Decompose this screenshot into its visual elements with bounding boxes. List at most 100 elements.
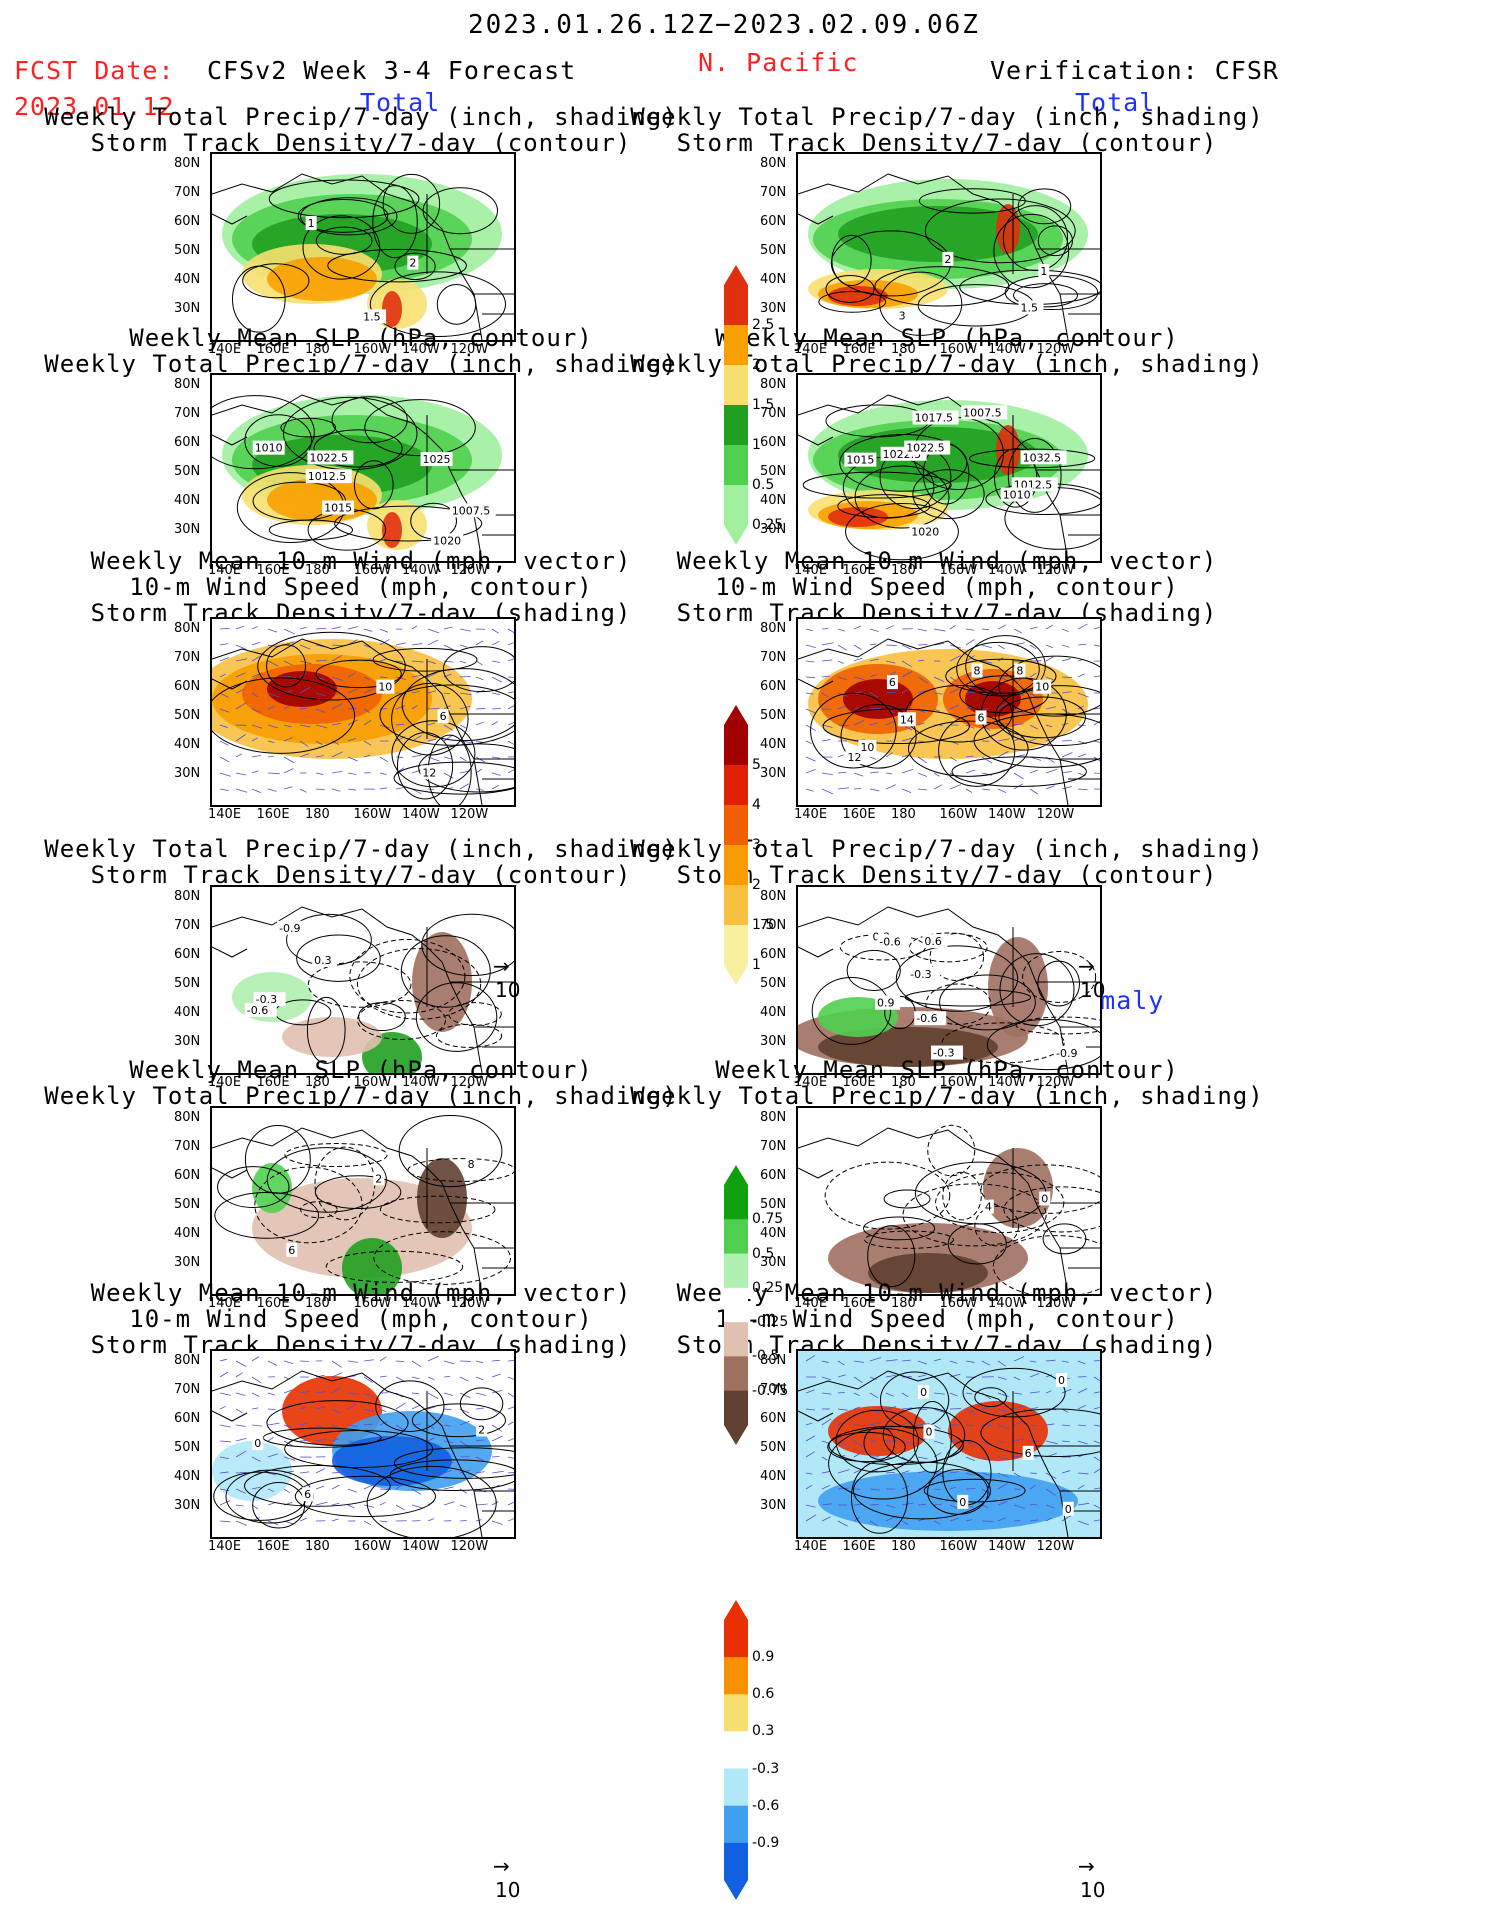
wind-vector	[299, 626, 307, 630]
wind-vector	[235, 1392, 246, 1396]
wind-vector	[1013, 1421, 1022, 1426]
wind-vector	[315, 724, 328, 729]
contour-label-bg	[1054, 1045, 1087, 1060]
verification-2-title-line: 10-m Wind Speed (mph, contour)	[715, 573, 1179, 601]
wind-vector	[507, 1376, 514, 1380]
lon-tick-label: 140E	[794, 1075, 828, 1090]
wind-vector	[901, 1485, 909, 1490]
wind-vector	[917, 772, 928, 777]
wind-vector	[235, 1488, 247, 1494]
contour-label: 10	[1035, 681, 1049, 694]
wind-vector	[805, 1435, 816, 1442]
lon-tick-label: 120W	[1036, 807, 1075, 822]
contour-label-bg	[244, 1002, 277, 1017]
wind-vector	[1077, 1520, 1090, 1526]
map-plot: -0.6-0.30.30.6-0.9-0.60.9-0.3	[798, 906, 1100, 1073]
wind-vector	[363, 644, 372, 649]
wind-vector	[347, 1440, 358, 1443]
contour-label-bg	[961, 405, 1008, 420]
wind-vector	[869, 1357, 882, 1362]
wind-vector	[837, 676, 847, 681]
wind-vector	[219, 724, 228, 728]
wind-vector	[805, 1389, 815, 1394]
lon-tick-label: 160E	[842, 342, 876, 357]
wind-vector	[901, 1392, 909, 1398]
wind-vector	[965, 1440, 974, 1446]
wind-vector	[1029, 1373, 1040, 1378]
wind-vector	[267, 705, 276, 710]
wind-vector	[885, 720, 896, 726]
contour-line	[895, 945, 1019, 1012]
lat-tick-label: 70N	[174, 650, 201, 665]
wind-vector	[933, 1520, 941, 1525]
lon-tick-label: 180	[305, 807, 330, 822]
wind-vector	[949, 1486, 956, 1490]
wind-vector	[363, 1520, 372, 1526]
wind-vector	[267, 755, 275, 758]
map-plot: 2 6 0	[212, 1355, 514, 1537]
contour-line	[854, 465, 950, 529]
wind-vector	[981, 1472, 990, 1476]
wind-vector	[1029, 1484, 1036, 1490]
wind-vector	[837, 1520, 848, 1527]
wind-vector	[1061, 628, 1069, 632]
wind-vector	[1013, 723, 1024, 726]
lat-tick-label: 50N	[174, 464, 201, 479]
wind-vector	[933, 676, 945, 683]
wind-vector	[379, 756, 389, 763]
lon-tick-label: 140E	[794, 1539, 828, 1554]
vector-reference-label: 10	[1080, 978, 1106, 1002]
wind-vector	[917, 676, 928, 684]
contour-line	[257, 631, 406, 701]
wind-vector	[949, 1360, 958, 1364]
contour-line	[382, 173, 441, 234]
wind-vector	[1013, 1405, 1025, 1410]
contour-label: -0.3	[910, 968, 931, 981]
wind-vector	[219, 1471, 229, 1474]
wind-vector	[299, 1422, 309, 1426]
wind-vector	[885, 1359, 898, 1362]
lon-tick-label: 160W	[353, 342, 392, 357]
contour-line	[1004, 487, 1100, 550]
wind-vector	[251, 672, 263, 678]
wind-vector	[917, 690, 927, 694]
wind-vector	[507, 1501, 514, 1506]
contour-line	[357, 1000, 447, 1040]
wind-vector	[965, 755, 974, 758]
wind-vector	[1077, 1502, 1090, 1506]
wind-vector	[981, 660, 993, 664]
contour-line	[840, 704, 917, 769]
wind-vector	[507, 1438, 514, 1442]
contour-label-bg	[886, 675, 898, 690]
wind-vector	[475, 1471, 485, 1474]
colorbar-swatch	[724, 365, 748, 406]
lat-tick-label: 80N	[760, 377, 787, 392]
colorbar-label: 2	[752, 357, 761, 373]
contour-line	[835, 1409, 919, 1473]
lon-tick-label: 140W	[402, 807, 440, 822]
colorbar-swatch	[724, 1219, 748, 1255]
wind-vector	[251, 1392, 260, 1397]
wind-vector	[267, 692, 280, 698]
wind-vector	[347, 719, 359, 726]
wind-vector	[475, 768, 483, 774]
lat-tick-label: 50N	[174, 708, 201, 723]
lat-tick-label: 60N	[174, 435, 201, 450]
wind-vector	[283, 1456, 296, 1461]
contour-line	[307, 961, 412, 1008]
wind-vector	[491, 1408, 498, 1413]
wind-vector	[853, 676, 865, 681]
wind-vector	[459, 675, 471, 678]
wind-vector	[805, 788, 814, 792]
lon-tick-label: 140E	[208, 1539, 242, 1554]
wind-vector	[853, 1424, 866, 1427]
wind-vector	[837, 660, 844, 664]
lat-tick-label: 60N	[174, 214, 201, 229]
wind-vector	[395, 660, 403, 663]
wind-vector	[981, 1407, 990, 1410]
lon-tick-label: 180	[891, 1296, 916, 1311]
lat-tick-label: 50N	[174, 1197, 201, 1212]
wind-vector	[491, 707, 501, 710]
wind-vector	[869, 1392, 879, 1399]
verification-0-title-line: Storm Track Density/7-day (contour)	[676, 129, 1218, 157]
